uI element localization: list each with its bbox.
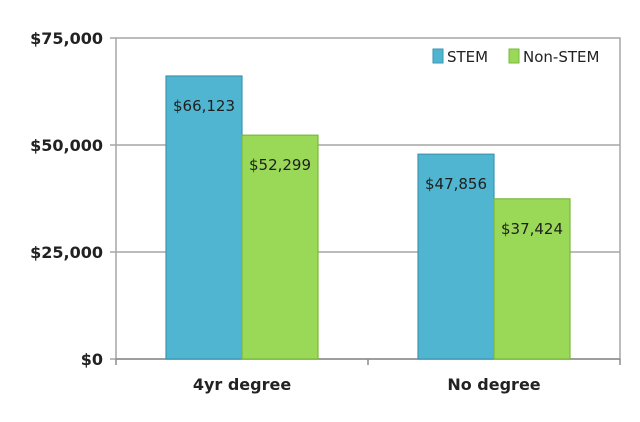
data-label: $47,856 xyxy=(425,175,487,193)
data-label: $66,123 xyxy=(173,97,235,115)
x-tick-label: No degree xyxy=(447,375,540,394)
x-tick-label: 4yr degree xyxy=(193,375,292,394)
legend-label: Non-STEM xyxy=(523,48,599,66)
bar-stem xyxy=(165,75,243,360)
y-tick-label: $25,000 xyxy=(30,243,103,262)
y-tick-label: $0 xyxy=(81,350,103,369)
bar-non-stem xyxy=(493,198,571,360)
data-label: $37,424 xyxy=(501,220,563,238)
bar-non-stem xyxy=(241,134,319,360)
bar-stem xyxy=(417,153,495,360)
data-label: $52,299 xyxy=(249,156,311,174)
y-tick-label: $75,000 xyxy=(30,29,103,48)
legend-swatch xyxy=(508,48,520,64)
y-tick-label: $50,000 xyxy=(30,136,103,155)
legend-swatch xyxy=(432,48,444,64)
legend-label: STEM xyxy=(447,48,488,66)
